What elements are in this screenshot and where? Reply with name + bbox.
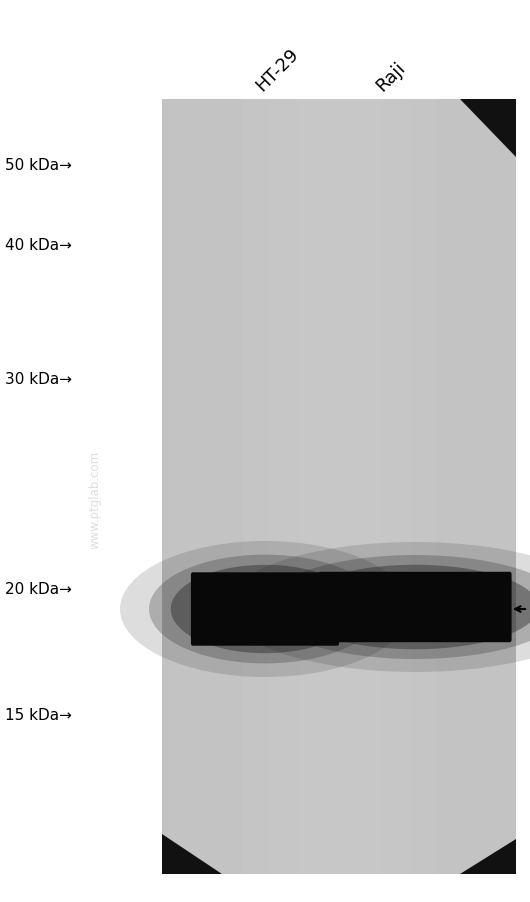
Text: 50 kDa→: 50 kDa→ [5,157,72,172]
Ellipse shape [149,555,381,664]
Polygon shape [162,834,222,874]
Ellipse shape [120,541,410,677]
Ellipse shape [171,566,359,653]
Polygon shape [460,839,516,874]
Text: 40 kDa→: 40 kDa→ [5,237,72,253]
Text: Raji: Raji [372,59,409,95]
Ellipse shape [292,566,530,649]
Text: HT-29: HT-29 [252,45,302,95]
FancyBboxPatch shape [191,573,339,646]
Ellipse shape [263,556,530,659]
FancyBboxPatch shape [319,572,511,642]
Polygon shape [460,100,516,158]
Ellipse shape [225,542,530,672]
Text: 15 kDa→: 15 kDa→ [5,706,72,722]
Text: 30 kDa→: 30 kDa→ [5,373,72,387]
Text: www.ptglab.com: www.ptglab.com [89,450,102,548]
Text: 20 kDa→: 20 kDa→ [5,582,72,597]
